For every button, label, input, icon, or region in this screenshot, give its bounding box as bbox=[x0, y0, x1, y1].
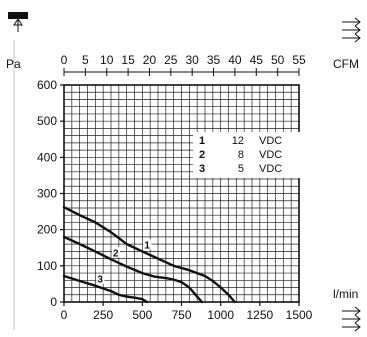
legend-unit-1: VDC bbox=[259, 135, 282, 147]
legend-num-1: 1 bbox=[199, 135, 205, 147]
flow-arrows-top-icon bbox=[342, 17, 361, 43]
top-axis-tick-label: 35 bbox=[207, 53, 221, 67]
top-axis-tick-label: 45 bbox=[250, 53, 264, 67]
top-axis-tick-label: 20 bbox=[143, 53, 157, 67]
bottom-axis-tick-label: 0 bbox=[61, 308, 68, 322]
y-axis-tick-label: 100 bbox=[37, 259, 57, 273]
y-axis-tick-label: 0 bbox=[50, 295, 57, 309]
curve-3 bbox=[62, 274, 149, 304]
flow-arrows-bottom-icon bbox=[342, 306, 361, 332]
top-axis-tick-label: 0 bbox=[61, 53, 68, 67]
legend-value-3: 5 bbox=[238, 163, 244, 175]
legend-unit-2: VDC bbox=[259, 149, 282, 161]
legend-num-3: 3 bbox=[199, 163, 205, 175]
chart-curves bbox=[62, 206, 236, 304]
bottom-axis-tick-label: 1500 bbox=[286, 308, 313, 322]
top-axis-tick-label: 10 bbox=[100, 53, 114, 67]
y-axis-tick-label: 200 bbox=[37, 223, 57, 237]
curve-label-1: 1 bbox=[144, 240, 150, 251]
y-axis-tick-label: 400 bbox=[37, 150, 57, 164]
chart-grid bbox=[63, 84, 300, 303]
direction-arrow-icon bbox=[13, 18, 23, 26]
y-axis-tick-label: 300 bbox=[37, 187, 57, 201]
legend-background bbox=[193, 132, 305, 178]
top-axis-unit-label: CFM bbox=[333, 57, 359, 71]
legend-unit-3: VDC bbox=[259, 163, 282, 175]
top-axis-tick-label: 15 bbox=[121, 53, 135, 67]
top-axis-tick-label: 55 bbox=[292, 53, 306, 67]
curve-1 bbox=[62, 206, 236, 304]
curve-label-3: 3 bbox=[97, 275, 103, 286]
legend-num-2: 2 bbox=[199, 149, 205, 161]
top-axis-tick-label: 50 bbox=[271, 53, 285, 67]
top-axis-tick-label: 30 bbox=[186, 53, 200, 67]
curve-label-background bbox=[112, 247, 120, 258]
bottom-axis-tick-label: 500 bbox=[132, 308, 152, 322]
top-axis-tick-label: 25 bbox=[164, 53, 178, 67]
top-axis-tick-label: 40 bbox=[228, 53, 242, 67]
bottom-axis-tick-label: 1000 bbox=[207, 308, 234, 322]
bottom-axis-tick-label: 250 bbox=[93, 308, 113, 322]
bottom-axis-tick-label: 1250 bbox=[246, 308, 273, 322]
y-axis-unit-label: Pa bbox=[6, 57, 21, 71]
y-axis-tick-label: 500 bbox=[37, 114, 57, 128]
legend: 1 12 VDC 2 8 VDC 3 5 VDC bbox=[193, 132, 305, 178]
legend-value-1: 12 bbox=[232, 135, 244, 147]
airflow-source-mark bbox=[8, 12, 28, 19]
top-axis-tick-label: 5 bbox=[82, 53, 89, 67]
chart-labels: 0 5 10 15 20 25 30 35 40 45 50 550 250 500 750 1000 1250… bbox=[37, 53, 313, 322]
curve-label-background bbox=[96, 273, 105, 284]
curve-label-2: 2 bbox=[113, 248, 119, 259]
bottom-axis-tick-label: 750 bbox=[171, 308, 191, 322]
curve-2 bbox=[62, 235, 204, 304]
chart-axes bbox=[60, 68, 300, 306]
legend-value-2: 8 bbox=[238, 149, 244, 161]
bottom-axis-unit-label: l/min bbox=[333, 287, 358, 301]
y-axis-tick-label: 600 bbox=[37, 78, 57, 92]
curve-label-background bbox=[143, 239, 152, 250]
